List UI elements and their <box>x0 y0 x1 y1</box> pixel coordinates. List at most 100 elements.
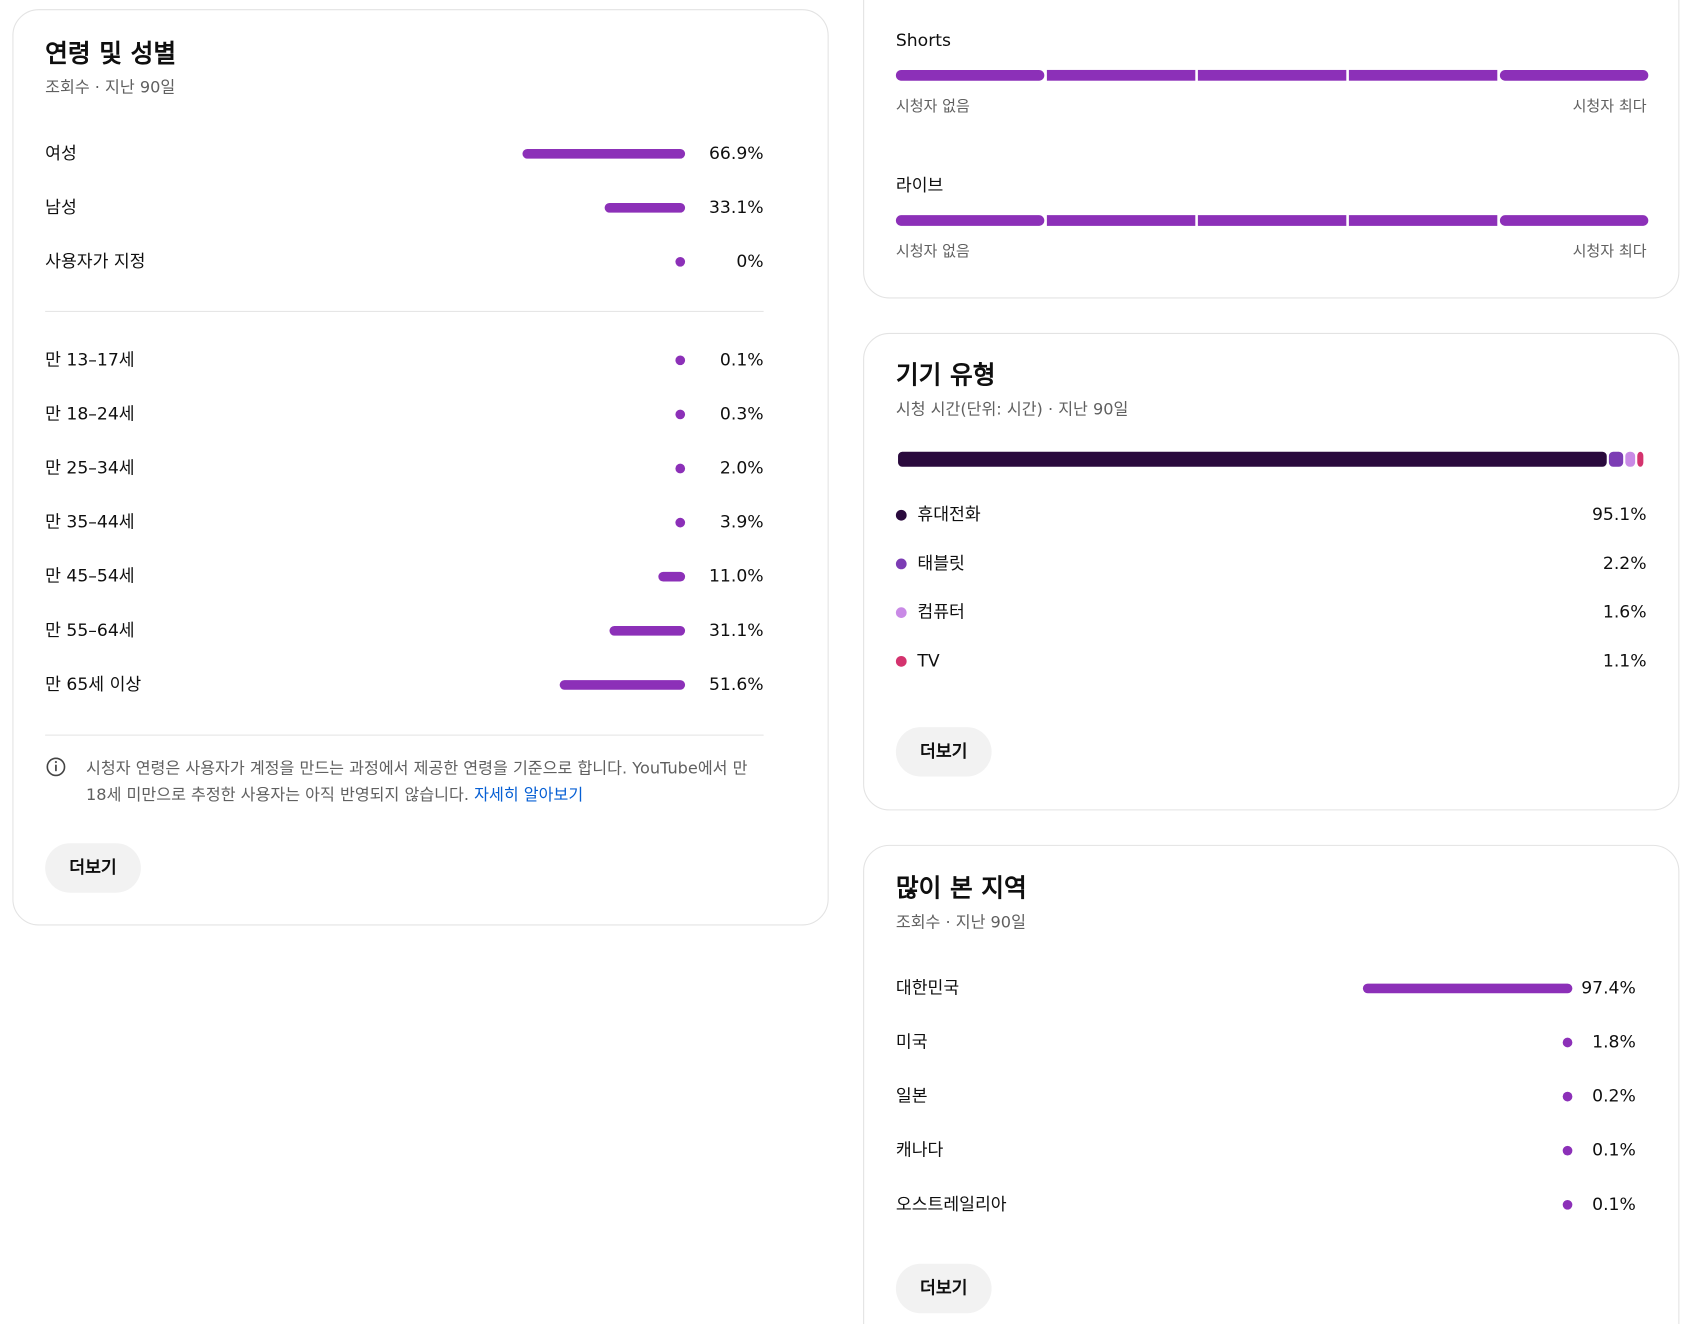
row-label: 남성 <box>45 198 77 218</box>
bar <box>1362 983 1573 994</box>
card-subtitle: 조회수 · 지난 90일 <box>896 912 1026 931</box>
legend-value: 2.2% <box>1603 554 1647 574</box>
scale-segment <box>895 215 1045 226</box>
more-button[interactable] <box>45 843 141 893</box>
legend-dot <box>895 558 907 570</box>
row-label: 만 25–34세 <box>45 459 134 479</box>
more-button[interactable] <box>895 727 992 777</box>
row-value: 31.1% <box>709 621 764 641</box>
row-label: 캐나다 <box>896 1141 944 1161</box>
row-label: 만 18–24세 <box>45 404 134 424</box>
format-name: 라이브 <box>896 176 943 196</box>
more-button-label[interactable]: 더보기 <box>69 858 116 878</box>
row-value: 0% <box>736 252 763 272</box>
row-label: 만 55–64세 <box>45 621 134 641</box>
row-label: 일본 <box>896 1087 928 1107</box>
legend-label: 태블릿 <box>917 554 964 574</box>
row-label: 여성 <box>45 144 77 164</box>
bar <box>658 571 686 582</box>
row-value: 11.0% <box>709 567 764 587</box>
scale-segment <box>1046 69 1196 81</box>
bar <box>675 463 686 474</box>
scale-segment <box>1348 215 1498 226</box>
row-value: 0.3% <box>720 404 764 424</box>
bar <box>604 202 686 213</box>
stacked-segment <box>1608 451 1624 467</box>
legend-dot <box>895 655 907 667</box>
info-icon <box>54 760 58 764</box>
learn-more-link[interactable]: 자세히 알아보기 <box>474 785 584 805</box>
legend-value: 1.1% <box>1603 651 1647 671</box>
bar <box>559 680 686 690</box>
bar <box>675 355 686 366</box>
scale-segment <box>1348 69 1498 81</box>
row-value: 0.1% <box>1592 1141 1636 1161</box>
scale-segment <box>1499 69 1649 81</box>
legend-value: 1.6% <box>1603 603 1647 623</box>
note-text: 시청자 연령은 사용자가 계정을 만드는 과정에서 제공한 연령을 기준으로 합… <box>86 758 748 805</box>
row-value: 33.1% <box>709 198 764 218</box>
bar <box>609 625 686 636</box>
formats-card <box>863 0 1680 299</box>
bar <box>1562 1145 1573 1156</box>
card-subtitle: 조회수 · 지난 90일 <box>45 78 175 97</box>
legend-value: 95.1% <box>1592 505 1647 525</box>
scale-segment <box>1499 215 1649 226</box>
regions-card <box>863 844 1680 1324</box>
legend-dot <box>895 607 907 619</box>
bar <box>1562 1091 1573 1102</box>
scale-segment <box>1046 215 1196 226</box>
legend-label: TV <box>916 651 939 671</box>
row-value: 51.6% <box>709 675 764 695</box>
scale-min: 시청자 없음 <box>896 242 970 260</box>
row-value: 97.4% <box>1581 978 1636 998</box>
more-button[interactable] <box>895 1263 992 1314</box>
format-name: Shorts <box>896 31 951 51</box>
legend-label: 컴퓨터 <box>917 603 964 623</box>
row-label: 대한민국 <box>896 978 959 998</box>
more-button-label[interactable]: 더보기 <box>920 1278 967 1298</box>
scale-segment <box>895 69 1045 81</box>
scale-max: 시청자 최다 <box>1573 242 1647 260</box>
row-value: 0.1% <box>720 350 764 370</box>
note-box: 시청자 연령은 사용자가 계정을 만드는 과정에서 제공한 연령을 기준으로 합… <box>86 755 766 809</box>
card-title: 기기 유형 <box>896 360 996 389</box>
bar <box>675 256 686 267</box>
bar <box>675 517 686 528</box>
info-icon <box>46 757 66 777</box>
row-value: 3.9% <box>720 513 764 533</box>
more-button-label[interactable]: 더보기 <box>920 742 967 762</box>
row-value: 66.9% <box>709 144 764 164</box>
row-label: 미국 <box>896 1033 928 1053</box>
row-value: 0.2% <box>1592 1087 1636 1107</box>
row-value: 0.1% <box>1592 1195 1636 1215</box>
stacked-segment <box>1625 451 1636 467</box>
card-subtitle: 시청 시간(단위: 시간) · 지난 90일 <box>896 399 1128 418</box>
row-label: 만 65세 이상 <box>45 675 141 695</box>
bar <box>522 148 686 159</box>
scale-segment <box>1197 215 1347 226</box>
row-label: 오스트레일리아 <box>896 1195 1007 1215</box>
age-gender-card <box>12 9 829 926</box>
row-label: 만 13–17세 <box>45 350 134 370</box>
card-title: 연령 및 성별 <box>45 39 176 68</box>
scale-segment <box>1197 69 1347 81</box>
row-value: 2.0% <box>720 459 764 479</box>
row-label: 만 35–44세 <box>45 513 134 533</box>
bar <box>1562 1199 1573 1210</box>
scale-max: 시청자 최다 <box>1573 97 1647 115</box>
bar <box>675 409 686 420</box>
note: 시청자 연령은 사용자가 계정을 만드는 과정에서 제공한 연령을 기준으로 합… <box>86 755 766 809</box>
scale-min: 시청자 없음 <box>896 97 970 115</box>
stacked-segment <box>1637 451 1644 467</box>
bar <box>1562 1037 1573 1048</box>
legend-label: 휴대전화 <box>917 505 980 525</box>
card-title: 많이 본 지역 <box>896 873 1027 902</box>
row-value: 1.8% <box>1592 1033 1636 1053</box>
row-label: 사용자가 지정 <box>45 252 145 272</box>
stacked-segment <box>898 451 1607 467</box>
row-label: 만 45–54세 <box>45 567 134 587</box>
legend-dot <box>895 509 907 521</box>
